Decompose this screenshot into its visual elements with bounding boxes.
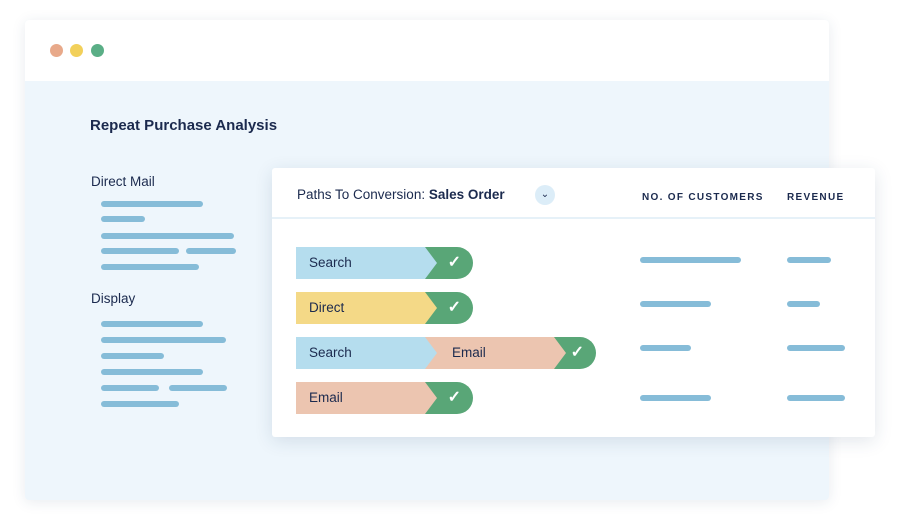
placeholder-line <box>101 369 203 375</box>
path-step-search: Search <box>296 247 437 279</box>
paths-label: Paths To Conversion: Sales Order <box>297 187 505 202</box>
minimize-window-dot[interactable] <box>70 44 83 57</box>
revenue-placeholder <box>787 257 831 263</box>
paths-to-conversion-card: Paths To Conversion: Sales Order ⌄ NO. O… <box>272 168 875 437</box>
section-direct-mail[interactable]: Direct Mail <box>91 174 155 189</box>
placeholder-line <box>101 248 179 254</box>
placeholder-line <box>101 401 179 407</box>
page-title: Repeat Purchase Analysis <box>90 117 278 134</box>
column-header-revenue[interactable]: REVENUE <box>787 192 845 203</box>
path-step-email: Email <box>416 337 566 369</box>
column-header-customers[interactable]: NO. OF CUSTOMERS <box>642 192 764 203</box>
placeholder-line <box>101 216 145 222</box>
customers-placeholder <box>640 301 711 307</box>
revenue-placeholder <box>787 301 820 307</box>
placeholder-line <box>101 385 159 391</box>
section-display[interactable]: Display <box>91 291 136 306</box>
path-step-direct: Direct <box>296 292 437 324</box>
path-step-email: Email <box>296 382 437 414</box>
placeholder-line <box>101 353 164 359</box>
placeholder-line <box>101 321 203 327</box>
placeholder-line <box>101 264 199 270</box>
customers-placeholder <box>640 345 691 351</box>
paths-value: Sales Order <box>428 187 505 202</box>
placeholder-line <box>101 337 226 343</box>
path-step-search: Search <box>296 337 437 369</box>
window-titlebar <box>25 20 829 81</box>
placeholder-line <box>101 201 203 207</box>
revenue-placeholder <box>787 345 845 351</box>
close-window-dot[interactable] <box>50 44 63 57</box>
chevron-down-icon[interactable]: ⌄ <box>535 185 555 205</box>
customers-placeholder <box>640 257 741 263</box>
customers-placeholder <box>640 395 711 401</box>
maximize-window-dot[interactable] <box>91 44 104 57</box>
card-header: Paths To Conversion: Sales Order ⌄ NO. O… <box>272 168 875 219</box>
paths-label-text: Paths To Conversion: <box>297 187 426 202</box>
placeholder-line <box>186 248 236 254</box>
placeholder-line <box>169 385 227 391</box>
revenue-placeholder <box>787 395 845 401</box>
placeholder-line <box>101 233 234 239</box>
